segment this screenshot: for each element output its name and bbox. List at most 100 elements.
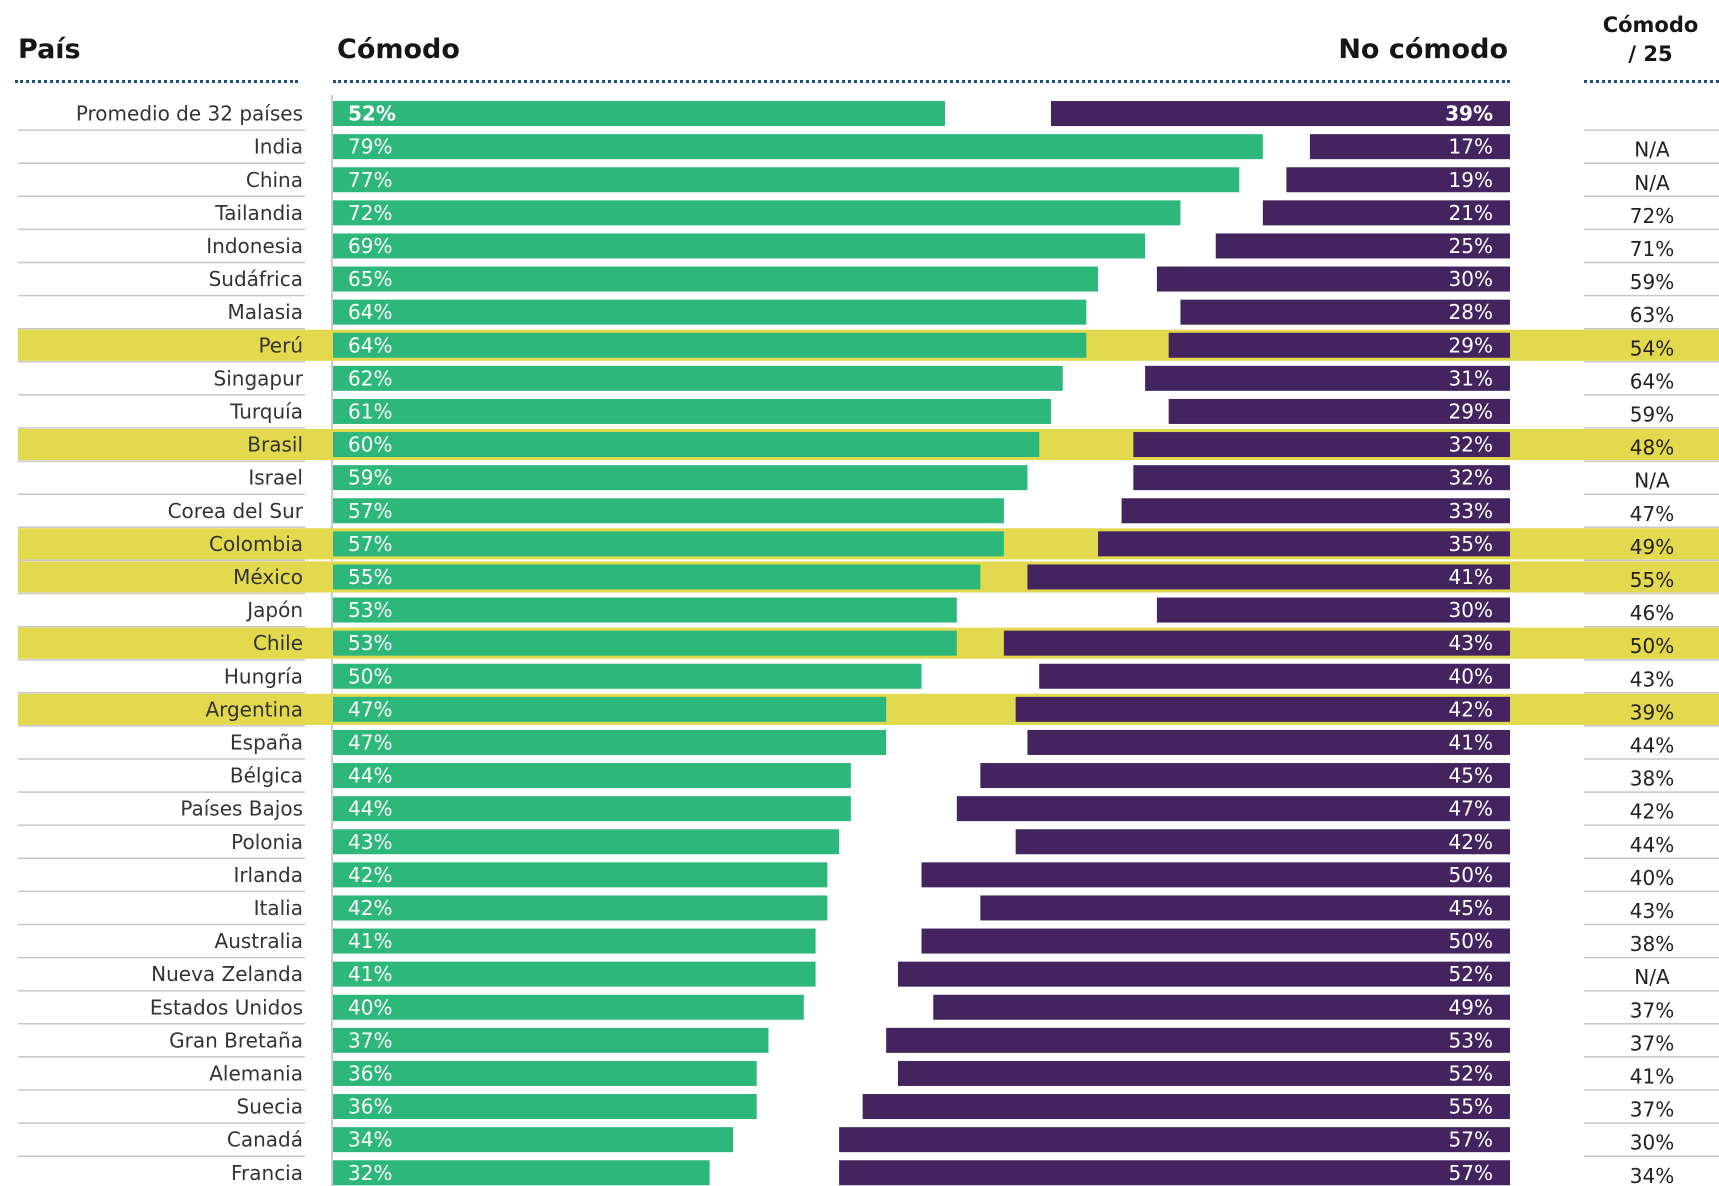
not-comfortable-value-label: 33% (1449, 499, 1493, 523)
not-comfortable-bar (1262, 200, 1510, 226)
comfortable-2025-value: 49% (1630, 535, 1674, 559)
not-comfortable-bar (1015, 696, 1510, 722)
not-comfortable-bar (1003, 630, 1510, 656)
comfortable-bar (333, 1060, 757, 1086)
not-comfortable-value-label: 50% (1449, 863, 1493, 887)
comfortable-value-label: 64% (348, 333, 392, 357)
not-comfortable-bar (1145, 365, 1510, 391)
country-label: Australia (215, 929, 303, 953)
comfortable-2025-value: 41% (1630, 1064, 1674, 1088)
comfortable-bar (333, 663, 922, 689)
comfortable-value-label: 32% (348, 1161, 392, 1185)
country-label: España (230, 730, 303, 754)
not-comfortable-value-label: 55% (1449, 1095, 1493, 1119)
comfortable-value-label: 42% (348, 896, 392, 920)
comfortable-value-label: 62% (348, 366, 392, 390)
not-comfortable-bar (1156, 266, 1510, 292)
comfortable-2025-value: 47% (1630, 502, 1674, 526)
comfortable-2025-value: N/A (1634, 138, 1670, 162)
not-comfortable-bar (1286, 167, 1510, 193)
comfortable-bar (333, 167, 1240, 193)
comfortable-bar (333, 564, 981, 590)
not-comfortable-value-label: 41% (1449, 565, 1493, 589)
comfortable-bar (333, 465, 1028, 491)
comfortable-bar (333, 101, 946, 127)
comfortable-bar (333, 233, 1146, 259)
country-label: Países Bajos (180, 797, 303, 821)
not-comfortable-bar (1015, 829, 1510, 855)
comfortable-2025-value: 43% (1630, 667, 1674, 691)
comfortable-value-label: 44% (348, 764, 392, 788)
not-comfortable-value-label: 17% (1449, 135, 1493, 159)
comfortable-value-label: 57% (348, 532, 392, 556)
comfortable-2025-value: 37% (1630, 1031, 1674, 1055)
not-comfortable-bar (980, 763, 1510, 789)
country-label: Tailandia (214, 201, 303, 225)
not-comfortable-value-label: 35% (1449, 532, 1493, 556)
country-label: Indonesia (206, 234, 303, 258)
country-label: India (254, 135, 303, 159)
not-comfortable-bar (1098, 531, 1510, 557)
comfortable-2025-value: 64% (1630, 369, 1674, 393)
not-comfortable-bar (1156, 597, 1510, 623)
not-comfortable-value-label: 29% (1449, 333, 1493, 357)
comfortable-2025-value: 54% (1630, 336, 1674, 360)
not-comfortable-value-label: 25% (1449, 234, 1493, 258)
country-label: Italia (254, 896, 303, 920)
not-comfortable-value-label: 47% (1449, 797, 1493, 821)
comfortable-bar (333, 200, 1181, 226)
not-comfortable-bar (1121, 498, 1510, 524)
comfortable-bar (333, 531, 1004, 557)
not-comfortable-bar (921, 862, 1510, 888)
comfortable-value-label: 64% (348, 300, 392, 324)
comfortable-value-label: 72% (348, 201, 392, 225)
not-comfortable-value-label: 45% (1449, 896, 1493, 920)
comfortable-bar (333, 1027, 769, 1053)
comfortable-2025-value: 42% (1630, 800, 1674, 824)
comfortable-2025-value: 38% (1630, 767, 1674, 791)
comfortable-bar (333, 398, 1051, 424)
score-2025-column-header: Cómodo / 25 (1582, 11, 1719, 69)
comfortable-2025-value: 55% (1630, 568, 1674, 592)
country-label: Perú (258, 333, 303, 357)
comfortable-2025-value: 44% (1630, 733, 1674, 757)
comfortable-value-label: 40% (348, 995, 392, 1019)
comfortable-bar (333, 763, 851, 789)
comfortable-bar (333, 134, 1263, 160)
comfortable-value-label: 55% (348, 565, 392, 589)
country-label: China (246, 168, 303, 192)
not-comfortable-bar (1050, 101, 1510, 127)
country-label: Singapur (214, 366, 304, 390)
not-comfortable-bar (1215, 233, 1510, 259)
comfortable-value-label: 47% (348, 697, 392, 721)
comfortable-value-label: 43% (348, 830, 392, 854)
comfortable-2025-value: 71% (1630, 237, 1674, 261)
not-comfortable-bar (980, 895, 1510, 921)
country-label: Argentina (205, 697, 303, 721)
comfortable-bar (333, 862, 828, 888)
country-label: Estados Unidos (150, 995, 303, 1019)
comfortable-2025-value: N/A (1634, 965, 1670, 989)
not-comfortable-value-label: 19% (1449, 168, 1493, 192)
country-label: Corea del Sur (168, 499, 304, 523)
country-label: Colombia (209, 532, 303, 556)
not-comfortable-value-label: 28% (1449, 300, 1493, 324)
country-header-underline (15, 80, 298, 83)
not-comfortable-value-label: 30% (1449, 598, 1493, 622)
comfortable-value-label: 59% (348, 466, 392, 490)
comfortable-bar (333, 597, 957, 623)
not-comfortable-value-label: 31% (1449, 366, 1493, 390)
not-comfortable-value-label: 32% (1449, 433, 1493, 457)
country-label: Turquía (229, 399, 303, 423)
not-comfortable-value-label: 42% (1449, 830, 1493, 854)
country-label: Irlanda (233, 863, 303, 887)
not-comfortable-value-label: 49% (1449, 995, 1493, 1019)
not-comfortable-value-label: 52% (1449, 1061, 1493, 1085)
not-comfortable-value-label: 40% (1449, 664, 1493, 688)
not-comfortable-column-header: No cómodo (1338, 34, 1508, 65)
comfortable-value-label: 52% (348, 102, 396, 126)
not-comfortable-bar (1133, 432, 1510, 458)
country-label: Brasil (247, 433, 303, 457)
comfortable-2025-value: 40% (1630, 866, 1674, 890)
not-comfortable-value-label: 57% (1449, 1128, 1493, 1152)
